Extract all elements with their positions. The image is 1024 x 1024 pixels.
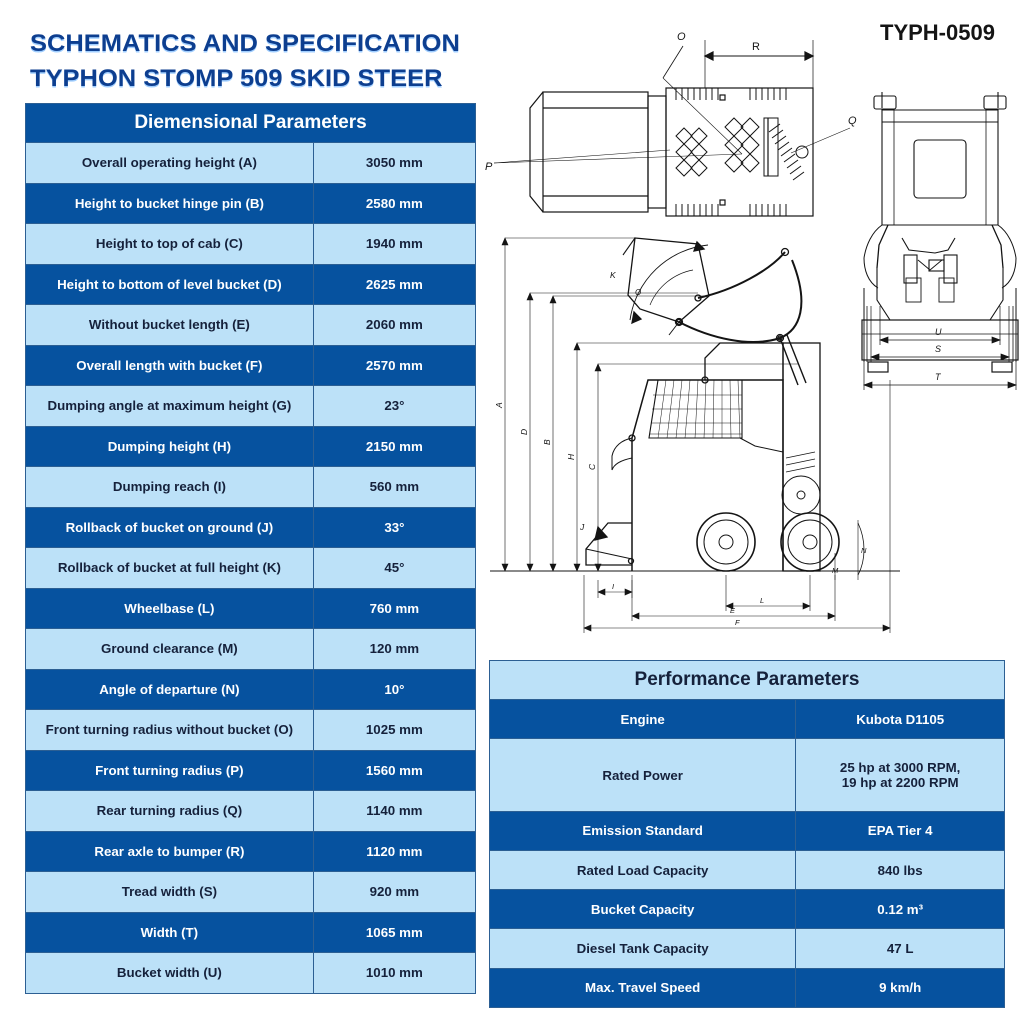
svg-text:C: C [587,463,597,470]
svg-text:M: M [832,566,839,575]
svg-text:E: E [730,606,736,615]
svg-text:O: O [635,288,641,297]
svg-text:K: K [610,270,616,280]
svg-text:D: D [519,429,529,435]
svg-text:I: I [612,582,614,591]
svg-text:U: U [935,327,942,337]
svg-text:O: O [677,31,686,43]
svg-text:J: J [579,522,585,532]
svg-text:A: A [494,402,504,409]
svg-text:S: S [935,344,941,354]
svg-text:P: P [485,161,493,173]
svg-text:N: N [861,546,867,555]
svg-text:F: F [735,618,740,627]
svg-text:Q: Q [848,115,857,127]
svg-text:L: L [760,596,764,605]
svg-text:R: R [752,41,760,53]
svg-text:B: B [542,439,552,445]
svg-text:TYPH-0509: TYPH-0509 [880,20,995,45]
svg-text:H: H [566,453,576,460]
svg-text:T: T [935,372,942,382]
